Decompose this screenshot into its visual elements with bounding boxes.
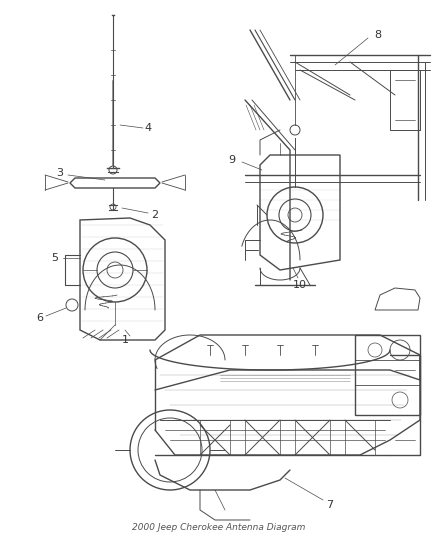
Text: 3: 3: [57, 168, 64, 178]
Text: 5: 5: [52, 253, 59, 263]
Text: 6: 6: [36, 313, 43, 323]
Text: 10: 10: [293, 280, 307, 290]
Text: 2: 2: [152, 210, 159, 220]
Text: 1: 1: [121, 335, 128, 345]
Text: 7: 7: [326, 500, 334, 510]
Text: 8: 8: [374, 30, 381, 40]
Text: 9: 9: [229, 155, 236, 165]
Bar: [355, 335, 420, 415]
Text: 4: 4: [145, 123, 152, 133]
Text: 2000 Jeep Cherokee Antenna Diagram: 2000 Jeep Cherokee Antenna Diagram: [132, 523, 306, 532]
